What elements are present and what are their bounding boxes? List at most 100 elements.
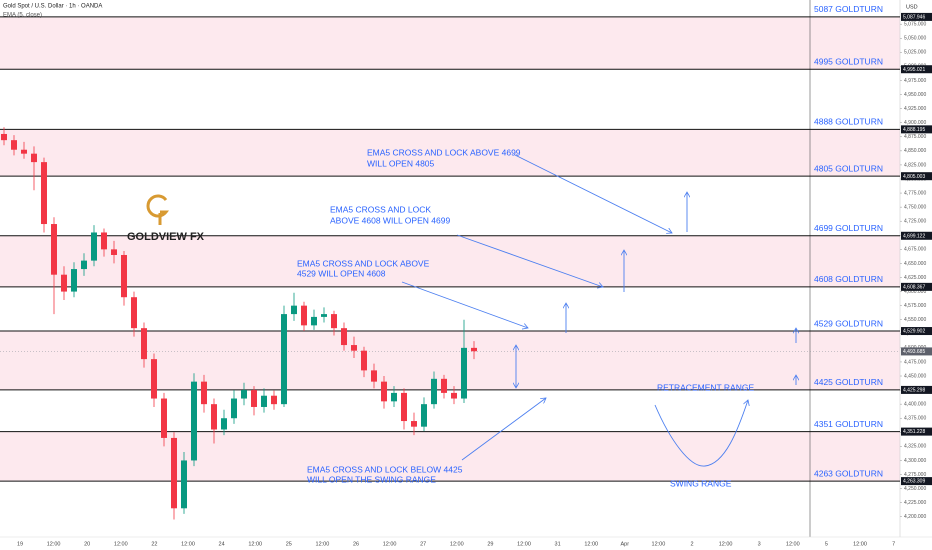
x-tick-label: 12:00 — [517, 541, 531, 547]
y-tick-label: 4,250.000 — [904, 486, 926, 492]
y-tick-label: 4,850.000 — [904, 148, 926, 154]
candle-body — [81, 260, 87, 270]
brand: GOLDVIEW FX — [127, 231, 205, 243]
y-tick-label: 4,875.000 — [904, 134, 926, 140]
candle-body — [291, 305, 297, 315]
price-tag-label: 4,263.309 — [903, 479, 925, 485]
x-tick-label: 2 — [690, 541, 693, 547]
candle-body — [41, 162, 47, 225]
x-axis: 19 12:00 20 12:00 22 12:00 24 12:00 25 12:00 26 12:… — [0, 536, 932, 547]
y-tick-label: 4,650.000 — [904, 261, 926, 267]
candle-body — [1, 133, 7, 141]
price-tag — [901, 12, 932, 21]
candle-body — [251, 390, 257, 407]
annotation: SWING RANGE — [670, 478, 732, 488]
y-tick-label: 4,900.000 — [904, 120, 926, 126]
level-label: 4425 GOLDTURN — [814, 377, 883, 387]
candle-body — [61, 274, 67, 292]
candle-body — [101, 232, 107, 250]
candle-body — [281, 314, 287, 405]
x-tick-label: 12:00 — [383, 541, 397, 547]
level-label: 4263 GOLDTURN — [814, 468, 883, 478]
price-tag — [901, 385, 932, 394]
x-tick-label: 3 — [758, 541, 761, 547]
x-tick-label: 26 — [353, 541, 359, 547]
y-tick-label: 4,625.000 — [904, 275, 926, 281]
price-tag-label: 4,425.298 — [903, 388, 925, 394]
x-tick-label: 12:00 — [47, 541, 61, 547]
price-tag-label: 4,995.021 — [903, 67, 925, 73]
y-tick-label: 4,275.000 — [904, 472, 926, 478]
annotation: ABOVE 4608 WILL OPEN 4699 — [330, 215, 450, 225]
candle-body — [451, 392, 457, 399]
x-tick-label: 24 — [219, 541, 225, 547]
candle-body — [261, 395, 267, 407]
price-tag-label: 4,805.003 — [903, 174, 925, 180]
annotation: EMA5 CROSS AND LOCK BELOW 4425 — [307, 464, 463, 474]
x-tick-label: 12:00 — [248, 541, 262, 547]
level-label: 4995 GOLDTURN — [814, 56, 883, 66]
price-tag — [901, 282, 932, 291]
x-tick-label: 29 — [487, 541, 493, 547]
price-tag — [901, 477, 932, 486]
zone — [0, 16, 900, 70]
candle-body — [361, 350, 367, 371]
candle-body — [91, 232, 97, 261]
y-tick-label: 4,750.000 — [904, 204, 926, 210]
candles — [1, 127, 477, 520]
zone — [0, 431, 900, 482]
x-tick-label: 25 — [286, 541, 292, 547]
candle-body — [211, 404, 217, 430]
y-tick-label: 5,075.000 — [904, 22, 926, 28]
x-tick-label: 31 — [555, 541, 561, 547]
price-tag-label: 5,087.946 — [903, 15, 925, 21]
y-tick-label: 4,675.000 — [904, 247, 926, 253]
candle-body — [421, 404, 427, 427]
y-tick-label: 5,050.000 — [904, 36, 926, 42]
y-tick-label: 4,225.000 — [904, 500, 926, 506]
x-tick-label: 22 — [151, 541, 157, 547]
annotation: WILL OPEN THE SWING RANGE — [307, 474, 436, 484]
x-tick-label: 12:00 — [719, 541, 733, 547]
level-label: 5087 GOLDTURN — [814, 4, 883, 14]
price-tag-label: 4,351.228 — [903, 429, 925, 435]
level-label: 4888 GOLDTURN — [814, 117, 883, 127]
level-label: 4699 GOLDTURN — [814, 223, 883, 233]
candle-body — [301, 305, 307, 326]
candle-body — [131, 297, 137, 329]
x-tick-label: 27 — [420, 541, 426, 547]
y-tick-label: 4,775.000 — [904, 190, 926, 196]
candle-body — [341, 328, 347, 346]
level-label: 4608 GOLDTURN — [814, 274, 883, 284]
y-tick-label: 4,475.000 — [904, 359, 926, 365]
annotation: EMA5 CROSS AND LOCK ABOVE 4699 — [367, 147, 521, 157]
candle-body — [11, 140, 17, 150]
candle-body — [111, 249, 117, 255]
candle-body — [171, 437, 177, 509]
price-tag — [901, 172, 932, 181]
candle-body — [471, 347, 477, 352]
price-tag-label: 4,529.902 — [903, 329, 925, 335]
candle-body — [21, 149, 27, 154]
candle-body — [441, 378, 447, 393]
annotation: EMA5 CROSS AND LOCK ABOVE — [297, 258, 430, 268]
price-tag-label: 4,699.122 — [903, 233, 925, 239]
last-price-tag — [901, 347, 932, 356]
zone — [0, 235, 900, 287]
x-tick-label: 7 — [892, 541, 895, 547]
x-tick-label: Apr — [621, 541, 630, 547]
price-tag-label: 4,608.367 — [903, 284, 925, 290]
price-tag — [901, 427, 932, 436]
x-tick-label: 12:00 — [450, 541, 464, 547]
candle-body — [231, 398, 237, 419]
arrows — [401, 154, 796, 467]
y-tick-label: 4,375.000 — [904, 416, 926, 422]
y-tick-label: 5,025.000 — [904, 50, 926, 56]
candle-body — [241, 390, 247, 399]
candle-body — [391, 392, 397, 402]
annotation: RETRACEMENT RANGE — [657, 382, 754, 392]
candle-body — [271, 395, 277, 405]
last-price-label: 4,493.685 — [903, 349, 925, 355]
candle-body — [31, 153, 37, 163]
